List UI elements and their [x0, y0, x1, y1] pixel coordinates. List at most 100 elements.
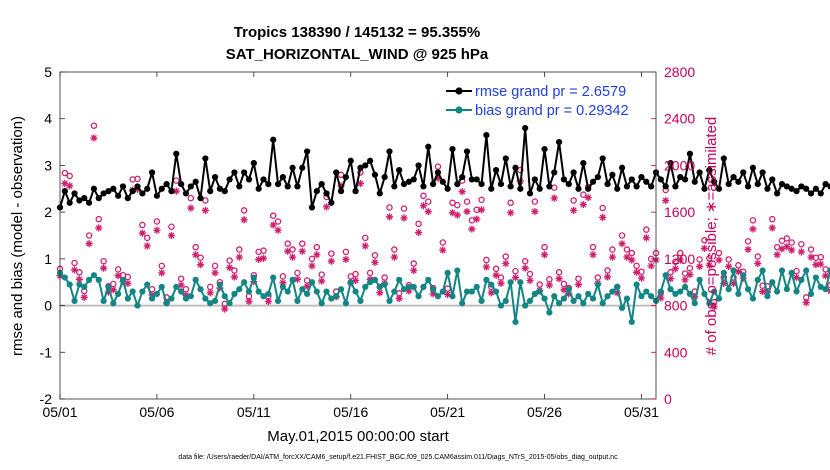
- rmse-point: [284, 183, 291, 190]
- rmse-point: [807, 190, 815, 197]
- bias-point: [430, 286, 437, 293]
- assimilated-point: [725, 262, 733, 271]
- assimilated-point: [662, 196, 670, 205]
- assimilated-point: [182, 291, 190, 299]
- assimilated-point: [473, 215, 481, 223]
- rmse-point: [405, 178, 412, 185]
- assimilated-point: [482, 263, 491, 271]
- possible-point: [231, 267, 238, 274]
- rmse-point: [178, 181, 185, 188]
- assimilated-point: [492, 271, 500, 279]
- possible-point: [701, 236, 708, 244]
- possible-point: [807, 246, 815, 253]
- bias-point: [817, 283, 824, 290]
- rmse-point: [662, 183, 669, 190]
- bias-point: [473, 283, 480, 290]
- bias-point: [623, 295, 631, 302]
- bias-point: [197, 286, 204, 293]
- possible-point: [541, 243, 548, 251]
- bias-point: [575, 293, 582, 300]
- assimilated-point: [599, 213, 607, 221]
- bias-point: [827, 267, 830, 274]
- possible-point: [798, 241, 805, 248]
- assimilated-point: [807, 253, 815, 261]
- legend[interactable]: rmse grand pr = 2.6579 bias grand pr = 0…: [443, 79, 651, 119]
- assimilated-point: [284, 247, 292, 255]
- rmse-point: [270, 136, 277, 143]
- rmse-point: [764, 185, 771, 192]
- legend-bias-label: bias grand pr = 0.29342: [475, 103, 629, 119]
- assimilated-point: [225, 264, 234, 272]
- bias-point: [148, 295, 156, 302]
- possible-point: [269, 212, 277, 219]
- rmse-point: [139, 190, 146, 197]
- assimilated-point: [90, 134, 98, 142]
- rmse-point: [110, 185, 117, 192]
- possible-point: [202, 197, 209, 204]
- rmse-point: [333, 169, 340, 176]
- assimilated-point: [322, 203, 331, 211]
- assimilated-point: [143, 242, 151, 250]
- bias-point: [769, 279, 776, 286]
- rmse-point: [783, 183, 790, 190]
- possible-point: [342, 248, 350, 256]
- rmse-point: [115, 192, 122, 199]
- bias-point: [221, 293, 228, 300]
- bias-point: [439, 288, 446, 295]
- bias-point: [231, 290, 238, 297]
- bias-point: [352, 288, 359, 295]
- rmse-point: [677, 174, 684, 181]
- rmse-point: [439, 178, 446, 185]
- x-axis: 05/01 05/06 05/11 05/16 05/21 05/26 05/31: [42, 72, 659, 420]
- possible-point: [633, 262, 640, 270]
- bias-point: [81, 283, 88, 290]
- assimilated-point: [66, 182, 74, 190]
- rmse-point: [173, 150, 180, 157]
- assimilated-point: [603, 273, 612, 281]
- possible-point: [153, 218, 161, 225]
- assimilated-point: [579, 200, 587, 209]
- rmse-point: [517, 185, 524, 192]
- bias-point: [783, 286, 790, 293]
- rmse-point: [609, 171, 616, 178]
- assimilated-point: [681, 276, 689, 284]
- rmse-point: [304, 148, 311, 155]
- bias-point: [85, 276, 93, 283]
- x-axis-label: May.01,2015 00:00:00 start: [267, 428, 449, 445]
- bias-point: [90, 272, 98, 279]
- possible-point: [187, 194, 195, 202]
- x-tick-label: 05/11: [237, 404, 271, 420]
- bias-point: [410, 283, 417, 290]
- bias-point: [609, 288, 616, 295]
- bias-point: [560, 295, 568, 302]
- possible-point: [362, 234, 369, 242]
- rmse-point: [71, 190, 78, 197]
- rmse-point: [488, 185, 495, 192]
- rmse-point: [454, 181, 461, 188]
- assimilated-point: [608, 253, 616, 261]
- x-tick-label: 05/31: [624, 404, 659, 420]
- rmse-point: [512, 164, 519, 171]
- possible-point: [410, 260, 417, 267]
- rmse-point: [730, 174, 737, 181]
- rmse-point: [90, 185, 98, 192]
- rmse-point: [759, 169, 766, 176]
- assimilated-point: [255, 255, 263, 264]
- assimilated-point: [792, 273, 801, 282]
- rmse-point: [449, 145, 456, 153]
- bias-point: [71, 297, 78, 304]
- rmse-point: [822, 181, 829, 188]
- possible-point: [517, 166, 524, 174]
- bias-point: [381, 281, 388, 288]
- rmse-point: [148, 169, 156, 176]
- possible-point: [415, 220, 422, 228]
- rmse-point: [221, 188, 228, 195]
- bias-point: [662, 272, 669, 279]
- rmse-point: [289, 164, 296, 171]
- rmse-point: [667, 159, 674, 167]
- bias-point: [124, 295, 131, 302]
- rmse-point: [124, 195, 131, 202]
- possible-point: [143, 234, 151, 242]
- rmse-point: [134, 183, 141, 190]
- rmse-point: [430, 181, 437, 188]
